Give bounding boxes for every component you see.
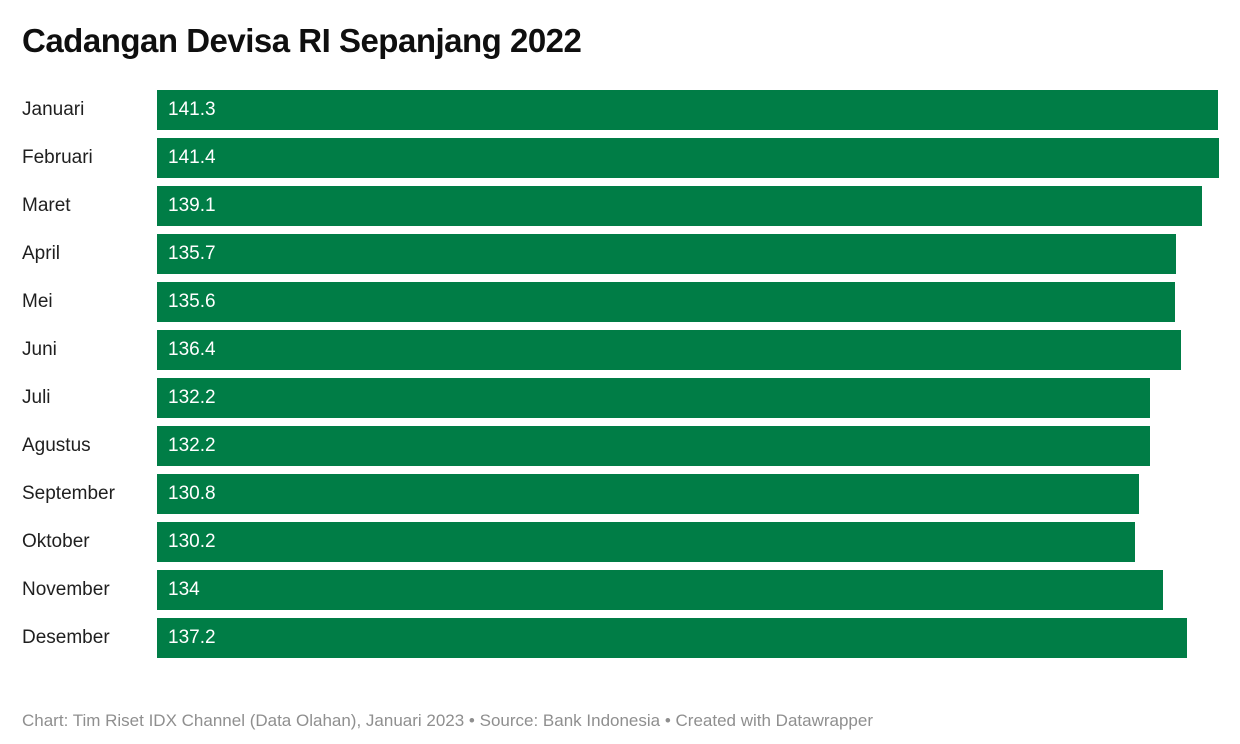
bar-value-label: 130.2: [168, 531, 216, 552]
bar: 132.2: [157, 378, 1150, 418]
bar-track: 141.3: [157, 90, 1219, 130]
bar-row: Agustus 132.2: [22, 426, 1219, 466]
bar-row: Februari 141.4: [22, 138, 1219, 178]
bar-value-label: 135.7: [168, 243, 216, 264]
bar-track: 132.2: [157, 378, 1219, 418]
bar: 130.2: [157, 522, 1135, 562]
category-label: September: [22, 483, 115, 504]
bar-row: Januari 141.3: [22, 90, 1219, 130]
bar-track: 136.4: [157, 330, 1219, 370]
bar-row: September 130.8: [22, 474, 1219, 514]
bar-track: 135.7: [157, 234, 1219, 274]
bar-value-label: 141.3: [168, 99, 216, 120]
bar-track: 132.2: [157, 426, 1219, 466]
bar-track: 130.8: [157, 474, 1219, 514]
bar: 135.6: [157, 282, 1176, 322]
category-label: Juni: [22, 339, 57, 360]
bar: 141.3: [157, 90, 1219, 130]
category-label: Januari: [22, 99, 85, 120]
bar-value-label: 139.1: [168, 195, 216, 216]
bar-row: Oktober 130.2: [22, 522, 1219, 562]
bar-value-label: 135.6: [168, 291, 216, 312]
category-label: Mei: [22, 291, 53, 312]
category-label: Juli: [22, 387, 51, 408]
bar-row: Desember 137.2: [22, 618, 1219, 658]
bar-track: 139.1: [157, 186, 1219, 226]
bar-track: 137.2: [157, 618, 1219, 658]
bar-track: 134: [157, 570, 1219, 610]
bar: 130.8: [157, 474, 1140, 514]
bar-value-label: 141.4: [168, 147, 216, 168]
bar: 132.2: [157, 426, 1150, 466]
bar-value-label: 132.2: [168, 435, 216, 456]
bar-row: Juni 136.4: [22, 330, 1219, 370]
bar-row: Mei 135.6: [22, 282, 1219, 322]
category-label: November: [22, 579, 110, 600]
bar-value-label: 136.4: [168, 339, 216, 360]
bar-chart: Januari 141.3 Februari 141.4 Maret 139.1 April…: [22, 90, 1219, 666]
category-label: Desember: [22, 627, 110, 648]
bar-track: 141.4: [157, 138, 1219, 178]
bar-track: 135.6: [157, 282, 1219, 322]
chart-title: Cadangan Devisa RI Sepanjang 2022: [22, 22, 582, 59]
bar-value-label: 137.2: [168, 627, 216, 648]
bar-value-label: 134: [168, 579, 200, 600]
category-label: Oktober: [22, 531, 90, 552]
bar-row: April 135.7: [22, 234, 1219, 274]
bar-row: Maret 139.1: [22, 186, 1219, 226]
bar: 141.4: [157, 138, 1219, 178]
category-label: Agustus: [22, 435, 91, 456]
bar-row: Juli 132.2: [22, 378, 1219, 418]
category-label: Maret: [22, 195, 71, 216]
bar: 137.2: [157, 618, 1188, 658]
bar: 139.1: [157, 186, 1202, 226]
category-label: April: [22, 243, 61, 264]
bar: 136.4: [157, 330, 1182, 370]
category-label: Februari: [22, 147, 93, 168]
bar-row: November 134: [22, 570, 1219, 610]
bar-track: 130.2: [157, 522, 1219, 562]
bar: 135.7: [157, 234, 1177, 274]
bar-value-label: 132.2: [168, 387, 216, 408]
chart-footer-attribution: Chart: Tim Riset IDX Channel (Data Olaha…: [22, 711, 873, 730]
bar-value-label: 130.8: [168, 483, 216, 504]
bar: 134: [157, 570, 1164, 610]
